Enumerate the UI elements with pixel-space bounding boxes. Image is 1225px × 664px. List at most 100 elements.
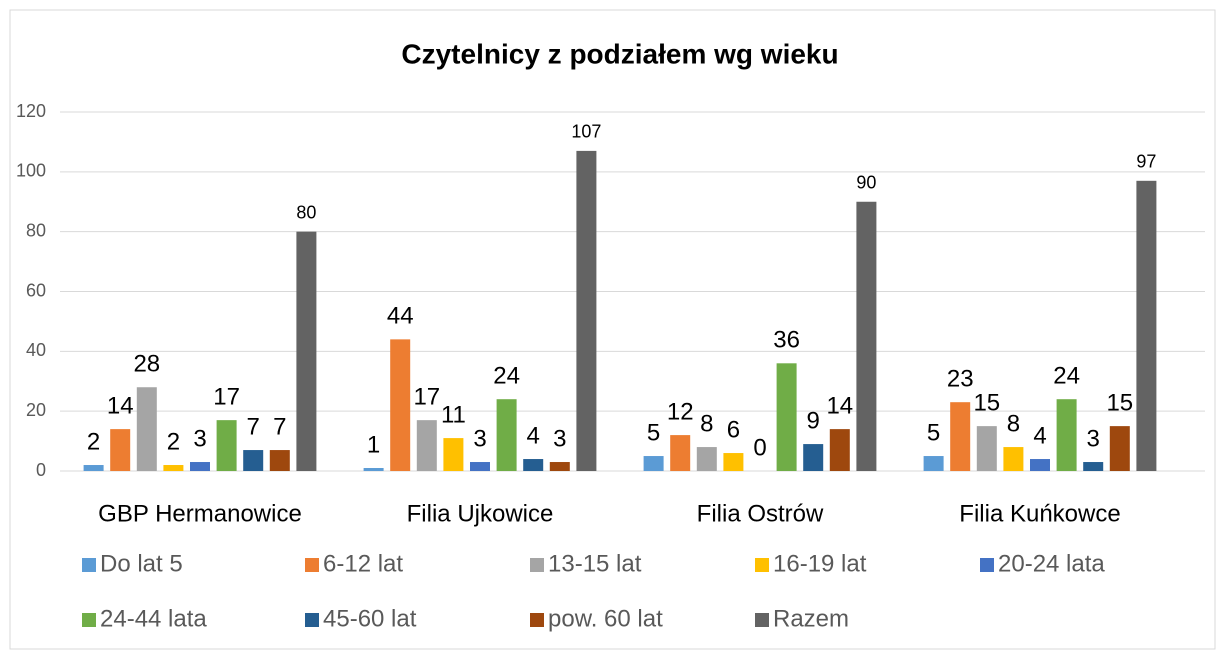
y-tick-label: 0	[36, 460, 46, 480]
data-label: 14	[107, 392, 134, 419]
bar	[523, 459, 544, 471]
data-label: 8	[700, 410, 713, 437]
bar	[1003, 447, 1024, 471]
y-tick-label: 100	[16, 161, 46, 181]
data-label: 15	[1106, 389, 1133, 416]
bar	[136, 387, 157, 471]
x-tick-label: Filia Ostrów	[697, 500, 824, 527]
bar	[1109, 426, 1130, 471]
data-label: 9	[807, 407, 820, 434]
data-label: 5	[647, 419, 660, 446]
data-label: 11	[441, 401, 466, 428]
legend-swatch	[82, 558, 96, 572]
bar	[803, 444, 824, 471]
data-label: 24	[1053, 363, 1080, 390]
legend-swatch	[305, 613, 319, 627]
legend-label: 16-19 lat	[773, 550, 867, 577]
bar	[190, 462, 210, 471]
legend-swatch	[755, 613, 769, 627]
bar	[696, 447, 717, 471]
data-label: 15	[973, 389, 1000, 416]
data-label: 14	[826, 392, 853, 419]
bar	[83, 465, 104, 471]
legend-label: 13-15 lat	[548, 550, 642, 577]
data-label: 3	[553, 425, 566, 452]
data-label: 44	[387, 303, 414, 330]
x-tick-label: GBP Hermanowice	[98, 500, 302, 527]
bar	[829, 429, 850, 471]
data-label: 1	[367, 431, 380, 458]
data-label: 7	[273, 413, 286, 440]
bar	[1136, 180, 1157, 471]
legend-label: 20-24 lata	[998, 550, 1105, 577]
legend-swatch	[530, 558, 544, 572]
legend-label: 24-44 lata	[100, 605, 207, 632]
data-label: 97	[1136, 152, 1156, 172]
bar	[576, 150, 597, 471]
legend-swatch	[755, 558, 769, 572]
legend-swatch	[305, 558, 319, 572]
data-label: 7	[247, 413, 260, 440]
data-label: 24	[493, 363, 520, 390]
bar	[1056, 399, 1077, 471]
chart-border	[9, 9, 1216, 650]
legend-swatch	[82, 613, 96, 627]
bar	[363, 468, 384, 471]
legend-swatch	[530, 613, 544, 627]
bar	[216, 420, 237, 471]
legend-label: 45-60 lat	[323, 605, 417, 632]
legend-label: Razem	[773, 605, 849, 632]
data-label: 3	[1087, 425, 1100, 452]
bar	[723, 453, 744, 471]
bar	[950, 402, 971, 471]
legend-swatch	[980, 558, 994, 572]
y-tick-label: 40	[26, 340, 46, 360]
data-label: 2	[87, 428, 100, 455]
y-tick-label: 120	[16, 101, 46, 121]
bar	[1030, 459, 1050, 471]
chart-title: Czytelnicy z podziałem wg wieku	[401, 38, 838, 69]
data-label: 6	[727, 416, 740, 443]
y-tick-label: 80	[26, 220, 46, 240]
data-label: 4	[1033, 422, 1046, 449]
data-label: 12	[667, 398, 694, 425]
bar	[923, 456, 944, 471]
data-label: 107	[571, 122, 601, 142]
bar	[110, 429, 131, 471]
data-label: 28	[133, 351, 160, 378]
x-tick-label: Filia Ujkowice	[407, 500, 554, 527]
bar	[416, 420, 437, 471]
data-label: 4	[527, 422, 540, 449]
data-label: 90	[856, 173, 876, 193]
bar	[163, 465, 184, 471]
y-tick-label: 60	[26, 280, 46, 300]
data-label: 3	[193, 425, 206, 452]
data-label: 8	[1007, 410, 1020, 437]
data-label: 3	[473, 425, 486, 452]
bar	[670, 435, 691, 471]
y-tick-label: 20	[26, 400, 46, 420]
bar	[776, 363, 797, 471]
bar	[976, 426, 997, 471]
bar	[443, 438, 464, 471]
data-label: 23	[947, 366, 974, 393]
data-label: 5	[927, 419, 940, 446]
legend-label: pow. 60 lat	[548, 605, 663, 632]
bar	[243, 450, 264, 471]
data-label: 80	[296, 202, 316, 222]
bar	[470, 462, 490, 471]
x-tick-label: Filia Kuńkowce	[959, 500, 1120, 527]
bar	[496, 399, 517, 471]
data-label: 2	[167, 428, 180, 455]
legend-label: 6-12 lat	[323, 550, 403, 577]
bar	[269, 450, 290, 471]
legend-label: Do lat 5	[100, 550, 183, 577]
bar	[549, 462, 570, 471]
data-label: 17	[413, 383, 440, 410]
bar	[1083, 462, 1104, 471]
data-label: 36	[773, 327, 800, 354]
bar	[856, 201, 877, 471]
data-label: 17	[213, 383, 240, 410]
bar	[296, 231, 317, 471]
